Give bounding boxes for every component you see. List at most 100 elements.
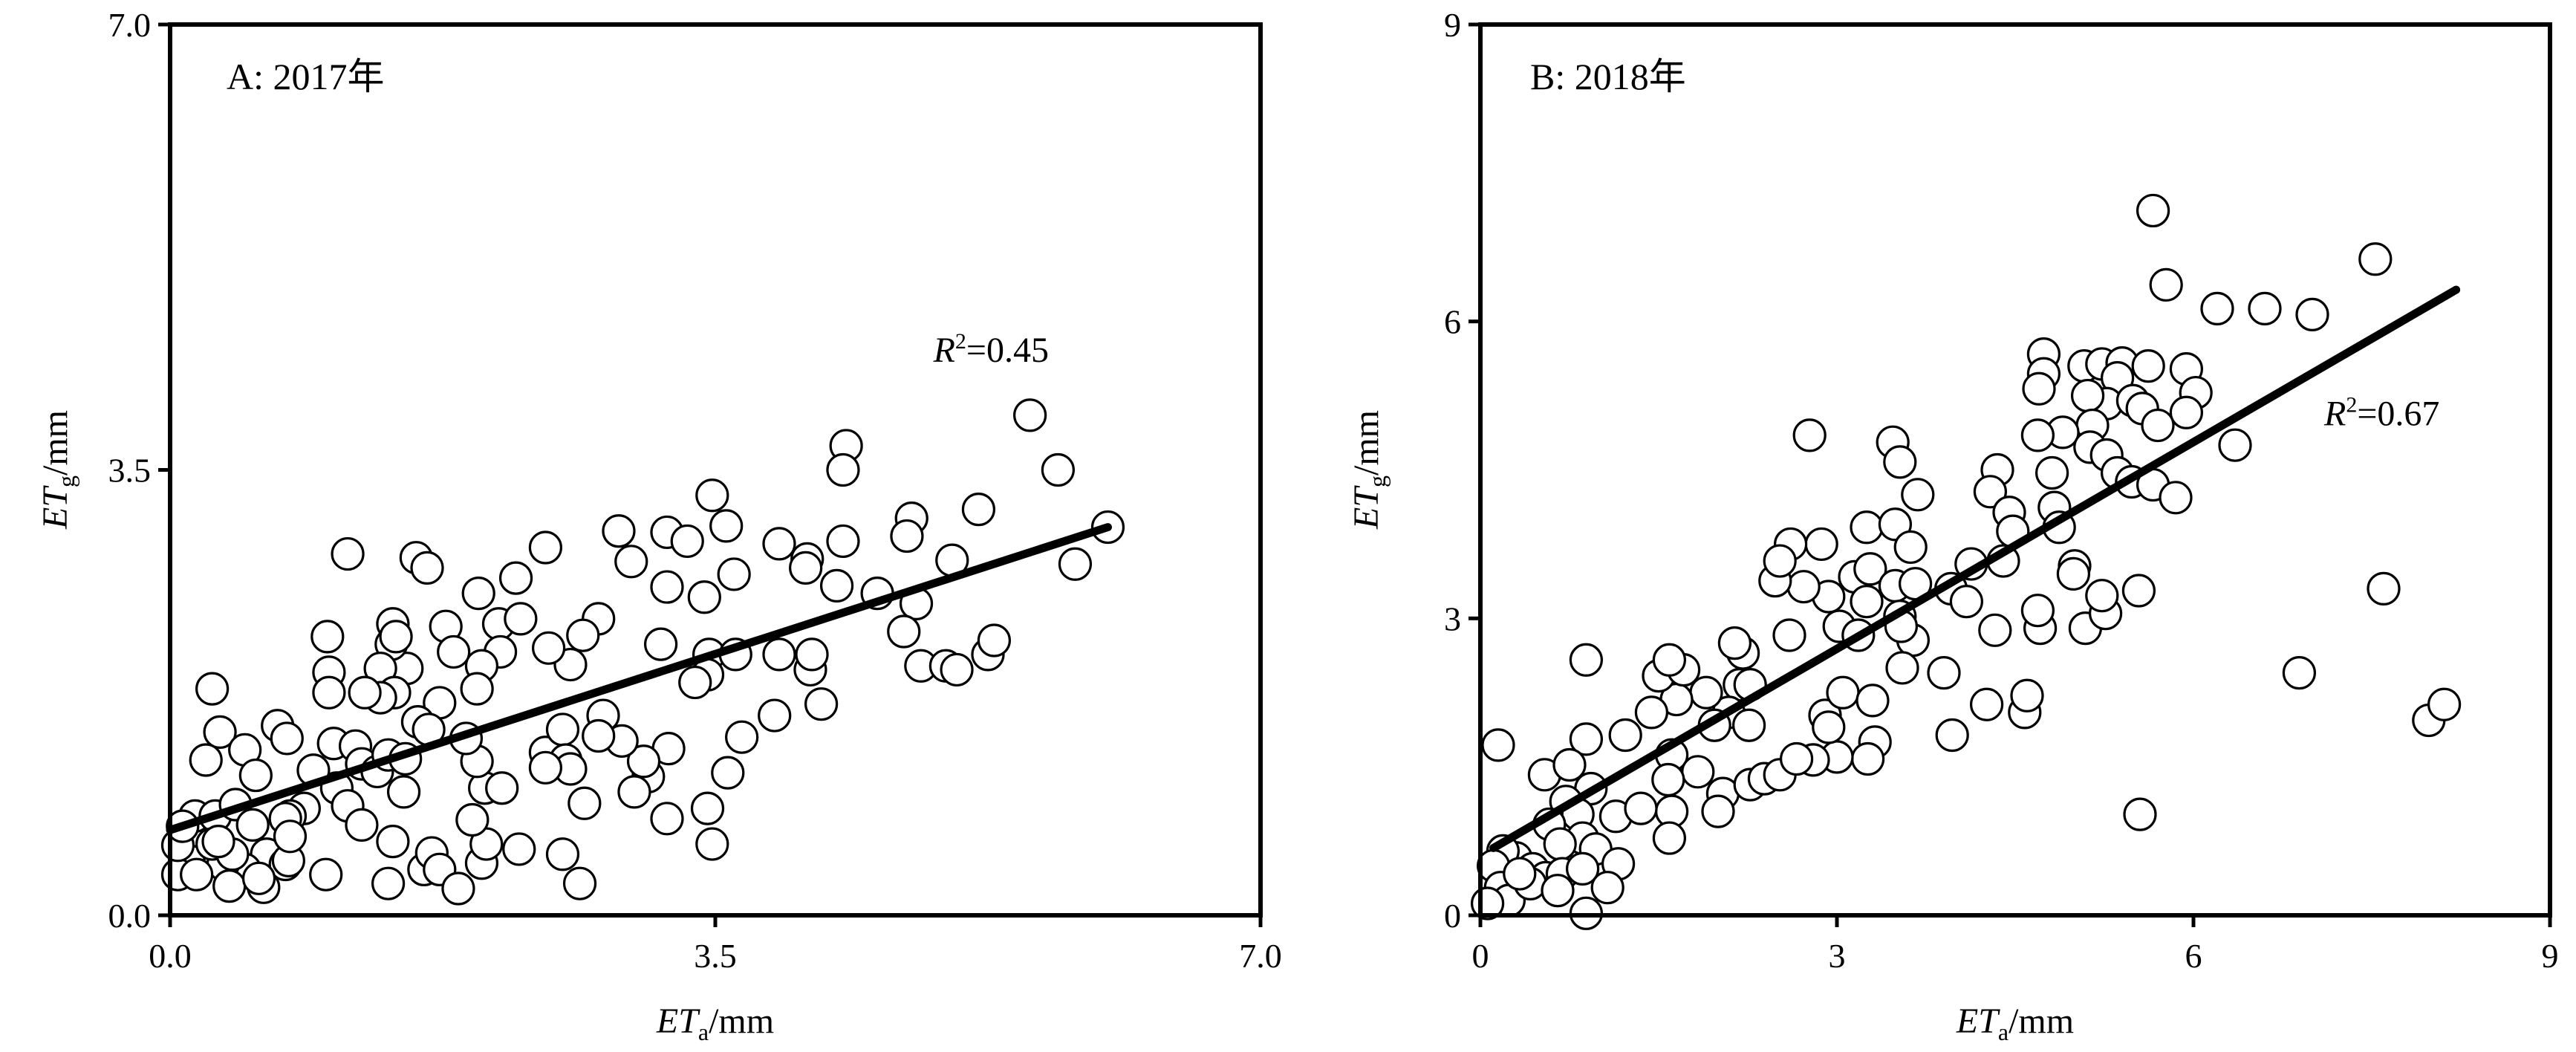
data-point — [1855, 684, 1890, 718]
data-point — [2200, 291, 2234, 325]
data-point — [312, 675, 346, 710]
panel-a: A: 2017年 ETa/mm ETg/mm 0.00.03.53.57.07.… — [36, 6, 1282, 1045]
data-point — [2123, 797, 2157, 831]
data-point — [386, 775, 421, 809]
data-point — [1041, 452, 1075, 487]
data-point — [2358, 242, 2393, 276]
data-point — [2071, 378, 2105, 413]
data-point — [528, 750, 563, 785]
y-tick-label: 0 — [1444, 897, 1461, 935]
x-label-unit: /mm — [709, 1001, 774, 1041]
plot-frame — [1478, 22, 2552, 918]
data-point — [437, 634, 471, 669]
data-point — [602, 514, 636, 548]
y-tick-label: 6 — [1444, 303, 1461, 341]
data-point — [201, 825, 235, 859]
data-point — [270, 721, 304, 756]
data-point — [1717, 626, 1752, 660]
data-point — [2131, 349, 2165, 383]
data-point — [2020, 594, 2055, 628]
data-point — [562, 866, 597, 900]
data-point — [804, 687, 839, 721]
x-tick-label: 7.0 — [1239, 937, 1282, 975]
data-point — [379, 620, 413, 654]
data-point — [762, 637, 796, 672]
data-point — [617, 775, 651, 809]
data-point — [461, 577, 495, 611]
r-superscript: 2 — [955, 329, 966, 354]
data-point — [348, 675, 382, 710]
regression-line — [166, 523, 1112, 834]
data-point — [582, 718, 616, 753]
data-point — [826, 452, 860, 487]
data-point — [762, 527, 796, 561]
panel-b-title: B: 2018年 — [1530, 56, 1686, 97]
data-point — [502, 832, 536, 866]
data-point — [1949, 585, 1983, 619]
data-point — [2248, 291, 2282, 325]
r-symbol: R — [2323, 394, 2346, 434]
x-tick-label: 6 — [2185, 937, 2202, 975]
data-point — [371, 866, 406, 900]
data-point — [455, 802, 489, 837]
data-point — [310, 620, 345, 654]
data-point — [2010, 678, 2044, 712]
data-points — [160, 398, 1125, 906]
data-point — [670, 524, 704, 559]
data-point — [331, 536, 365, 571]
data-point — [1883, 445, 1917, 479]
x-tick-label: 3 — [1829, 937, 1846, 975]
data-point — [545, 837, 580, 871]
data-point — [1851, 741, 1885, 776]
data-point — [566, 618, 600, 652]
data-point — [1885, 651, 1919, 685]
x-tick-label: 0.0 — [149, 937, 192, 975]
data-point — [1624, 791, 1658, 825]
data-point — [1786, 570, 1821, 604]
data-point — [1878, 507, 1912, 542]
y-tick-label: 3.5 — [108, 452, 152, 490]
data-point — [758, 698, 792, 733]
data-point — [189, 743, 223, 777]
panel-a-r-squared: R2=0.45 — [933, 329, 1049, 370]
data-point — [1681, 755, 1715, 789]
data-point — [1850, 510, 1884, 545]
data-point — [1701, 794, 1735, 828]
x-tick-label: 9 — [2542, 937, 2559, 975]
y-label-unit: /mm — [1347, 410, 1386, 475]
data-point — [195, 672, 230, 706]
data-point — [504, 602, 538, 636]
data-point — [1973, 475, 2007, 509]
data-point — [2136, 193, 2170, 228]
data-point — [1566, 851, 1600, 886]
data-point — [376, 825, 410, 859]
data-point — [460, 672, 494, 706]
data-point — [695, 827, 729, 861]
data-point — [614, 545, 648, 579]
data-point — [1503, 857, 1537, 891]
data-point — [203, 715, 237, 749]
panel-b-x-axis-label: ETa/mm — [1956, 1001, 2074, 1045]
data-point — [1978, 613, 2012, 647]
data-point — [687, 580, 721, 614]
x-tick-label: 0 — [1472, 937, 1489, 975]
data-point — [1013, 398, 1047, 432]
data-point — [2367, 571, 2401, 605]
panel-a-title: A: 2017年 — [227, 56, 385, 97]
data-point — [1826, 675, 1860, 710]
x-label-main: ET — [1956, 1001, 2000, 1041]
data-point — [789, 551, 823, 585]
data-point — [2149, 267, 2183, 302]
regression-line — [1489, 285, 2461, 852]
r-symbol: R — [933, 331, 955, 370]
data-point — [887, 614, 921, 649]
data-point — [1481, 728, 1515, 762]
data-point — [273, 819, 308, 854]
y-tick-label: 3 — [1444, 600, 1461, 637]
data-point — [1970, 687, 2004, 721]
data-point — [2141, 408, 2175, 443]
data-point — [2020, 418, 2055, 452]
data-point — [2022, 371, 2056, 406]
x-label-main: ET — [656, 1001, 700, 1041]
